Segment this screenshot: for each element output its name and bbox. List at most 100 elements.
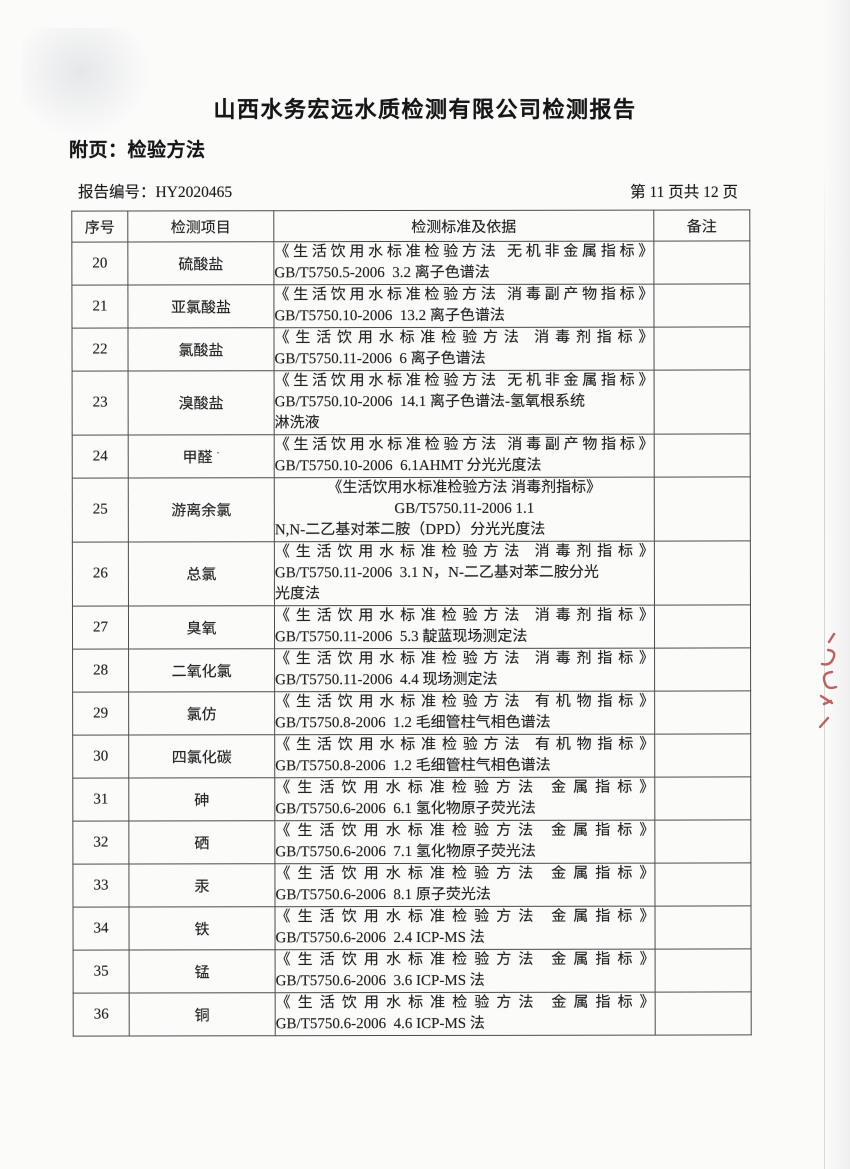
test-item-cell: 氯酸盐: [127, 327, 275, 371]
column-header: 检测标准及依据: [273, 210, 654, 242]
standard-line: GB/T5750.10-2006 14.1 离子色谱法-氢氧根系统: [274, 393, 586, 411]
test-item-cell: 硒: [128, 820, 275, 864]
row-number-cell: 27: [72, 605, 129, 650]
test-item-cell: 二氧化氯: [128, 648, 275, 692]
test-item-cell: 游离余氯: [128, 477, 275, 542]
standard-line: 《生活饮用水标准检验方法 消毒剂指标》: [274, 329, 654, 347]
scan-dot-artifact: ·: [216, 446, 220, 459]
standard-line: 《生活饮用水标准检验方法 消毒剂指标》: [275, 650, 655, 668]
test-item-cell: 铜: [129, 992, 276, 1036]
standard-cell: 《生活饮用水标准检验方法 消毒剂指标》 GB/T5750.11-2006 6 离子…: [273, 327, 655, 371]
standard-line: N,N-二乙基对苯二胺（DPD）分光光度法: [274, 521, 546, 539]
standard-line: GB/T5750.8-2006 1.2 毛细管柱气相色谱法: [275, 757, 551, 775]
table-row: 23 溴酸盐 《生活饮用水标准检验方法 无机非金属指标》 GB/T5750.10-20…: [72, 369, 751, 436]
column-header: 备注: [653, 209, 750, 242]
standard-cell: 《生活饮用水标准检验方法 消毒副产物指标》 GB/T5750.10-2006 6.…: [274, 434, 655, 478]
standard-line: GB/T5750.6-2006 3.6 ICP-MS 法: [275, 972, 485, 990]
test-item-cell: 氯仿: [128, 691, 275, 735]
standard-cell: 《生活饮用水标准检验方法 有机物指标》 GB/T5750.8-2006 1.2 毛…: [274, 691, 655, 735]
standard-line: 《生活饮用水标准检验方法 金属指标》: [275, 951, 655, 969]
table-row: 24 甲醛 · 《生活饮用水标准检验方法 消毒副产物指标》 GB/T5750.10-2…: [72, 433, 751, 479]
remark-cell: [653, 283, 750, 328]
scan-edge-shade-artifact: [824, 0, 850, 1169]
remark-cell: [654, 905, 752, 950]
row-number-cell: 21: [71, 284, 128, 329]
standard-line: 《生活饮用水标准检验方法 有机物指标》: [275, 693, 655, 711]
remark-cell: [654, 690, 751, 735]
standard-line: 《生活饮用水标准检验方法 金属指标》: [275, 908, 655, 926]
test-item-cell: 四氯化碳: [128, 734, 275, 778]
remark-cell: [654, 647, 751, 692]
remark-cell: [654, 540, 751, 606]
standard-cell: 《生活饮用水标准检验方法 消毒副产物指标》 GB/T5750.10-2006 13…: [273, 284, 654, 328]
test-item-label: 溴酸盐: [178, 396, 224, 413]
table-row: 33 汞 《生活饮用水标准检验方法 金属指标》 GB/T5750.6-2006 8.1…: [72, 862, 751, 908]
row-number-cell: 34: [72, 906, 130, 951]
column-header: 检测项目: [127, 210, 274, 242]
standard-line: GB/T5750.11-2006 1.1: [394, 500, 535, 518]
remark-cell: [654, 369, 751, 435]
standard-line: GB/T5750.11-2006 4.4 现场测定法: [275, 671, 498, 689]
standard-cell: 《生活饮用水标准检验方法 金属指标》 GB/T5750.6-2006 6.1 氢化…: [274, 777, 655, 821]
table-row: 35 锰 《生活饮用水标准检验方法 金属指标》 GB/T5750.6-2006 3.6…: [73, 948, 752, 994]
row-number-cell: 28: [72, 648, 129, 693]
standard-cell: 《生活饮用水标准检验方法 金属指标》 GB/T5750.6-2006 2.4 IC…: [274, 906, 656, 950]
standard-cell: 《生活饮用水标准检验方法 金属指标》 GB/T5750.6-2006 4.6 IC…: [275, 992, 656, 1036]
test-item-cell: 臭氧: [128, 605, 275, 649]
test-item-label: 四氯化碳: [171, 749, 232, 766]
remark-cell: [654, 733, 751, 778]
report-number-value: HY2020465: [155, 184, 233, 201]
standard-cell: 《生活饮用水标准检验方法 无机非金属指标》 GB/T5750.5-2006 3.2…: [273, 241, 654, 285]
row-number-cell: 30: [72, 734, 129, 779]
test-item-label: 铜: [194, 1007, 210, 1024]
table-row: 29 氯仿 《生活饮用水标准检验方法 有机物指标》 GB/T5750.8-2006 1…: [72, 690, 751, 736]
standard-line: 《生活饮用水标准检验方法 有机物指标》: [275, 736, 655, 754]
table-row: 32 硒 《生活饮用水标准检验方法 金属指标》 GB/T5750.6-2006 7.1…: [72, 819, 751, 865]
standard-cell: 《生活饮用水标准检验方法 消毒剂指标》 GB/T5750.11-2006 4.4 …: [274, 648, 655, 692]
test-item-label: 氯仿: [186, 706, 217, 723]
row-number-cell: 22: [71, 327, 129, 372]
report-number: 报告编号：HY2020465: [78, 180, 232, 202]
remark-cell: [653, 326, 751, 371]
standard-cell: 《生活饮用水标准检验方法 消毒剂指标》 GB/T5750.11-2006 5.3 …: [274, 605, 655, 649]
standard-line: 《生活饮用水标准检验方法 金属指标》: [275, 779, 655, 797]
test-item-cell: 铁: [128, 906, 276, 950]
test-item-cell: 甲醛 ·: [128, 434, 275, 478]
test-item-cell: 砷: [128, 777, 275, 821]
row-number-cell: 24: [72, 434, 129, 479]
table-row: 36 铜 《生活饮用水标准检验方法 金属指标》 GB/T5750.6-2006 4.6…: [73, 991, 752, 1037]
test-item-cell: 硫酸盐: [127, 241, 274, 285]
standard-line: GB/T5750.6-2006 6.1 氢化物原子荧光法: [275, 800, 536, 818]
standard-line: 淋洗液: [274, 415, 320, 432]
standard-line: 《生活饮用水标准检验方法 无机非金属指标》: [274, 372, 654, 390]
standard-line: 《生活饮用水标准检验方法 消毒副产物指标》: [274, 286, 654, 304]
table-row: 27 臭氧 《生活饮用水标准检验方法 消毒剂指标》 GB/T5750.11-2006 …: [72, 604, 751, 650]
standard-line: GB/T5750.8-2006 1.2 毛细管柱气相色谱法: [275, 714, 551, 732]
row-number-cell: 35: [73, 949, 130, 994]
standard-line: 《生活饮用水标准检验方法 金属指标》: [275, 994, 655, 1012]
test-item-label: 砷: [194, 792, 210, 809]
table-row: 26 总氯 《生活饮用水标准检验方法 消毒剂指标》 GB/T5750.11-2006 …: [72, 540, 751, 607]
test-item-label: 硫酸盐: [178, 256, 224, 273]
page-indicator: 第 11 页共 12 页: [630, 184, 738, 201]
report-title: 山西水务宏远水质检测有限公司检测报告: [213, 97, 637, 122]
remark-cell: [655, 948, 752, 993]
standard-line: 光度法: [274, 586, 320, 603]
standard-line: GB/T5750.11-2006 6 离子色谱法: [274, 350, 486, 368]
row-number-cell: 23: [72, 370, 129, 436]
standard-line: GB/T5750.10-2006 6.1AHMT 分光光度法: [274, 457, 542, 475]
test-item-cell: 亚氯酸盐: [127, 284, 274, 328]
remark-cell: [653, 240, 750, 285]
standard-line: 《生活饮用水标准检验方法 金属指标》: [275, 865, 655, 883]
test-item-label: 硒: [194, 835, 210, 852]
table-row: 25 游离余氯 《生活饮用水标准检验方法 消毒剂指标》 GB/T5750.11-200…: [72, 476, 751, 543]
test-item-label: 铁: [194, 921, 210, 938]
remark-cell: [654, 862, 751, 907]
remark-cell: [654, 476, 751, 542]
test-item-cell: 溴酸盐: [128, 370, 275, 435]
test-item-label: 游离余氯: [171, 503, 232, 520]
standard-line: GB/T5750.5-2006 3.2 离子色谱法: [274, 264, 490, 282]
standard-cell: 《生活饮用水标准检验方法 消毒剂指标》 GB/T5750.11-2006 1.1 N…: [274, 477, 655, 542]
table-row: 28 二氧化氯 《生活饮用水标准检验方法 消毒剂指标》 GB/T5750.11-200…: [72, 647, 751, 693]
